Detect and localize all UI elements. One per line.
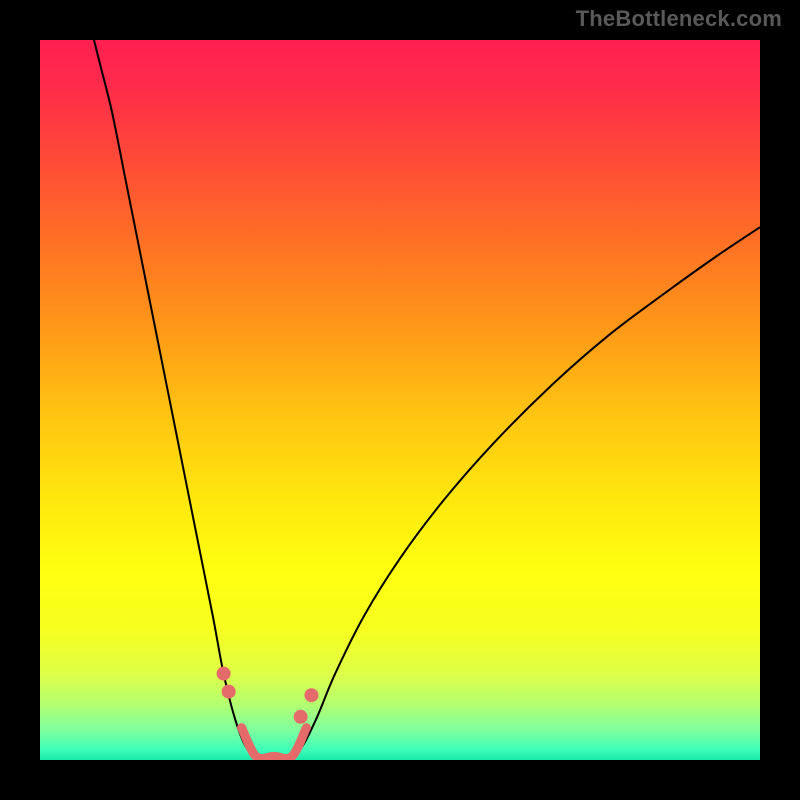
- chart-frame: TheBottleneck.com: [0, 0, 800, 800]
- gradient-background: [40, 40, 760, 760]
- marker-point: [217, 667, 231, 681]
- marker-point: [222, 685, 236, 699]
- marker-point: [294, 710, 308, 724]
- marker-point: [304, 688, 318, 702]
- chart-svg: [40, 40, 760, 760]
- plot-area: [40, 40, 760, 760]
- watermark-text: TheBottleneck.com: [576, 6, 782, 32]
